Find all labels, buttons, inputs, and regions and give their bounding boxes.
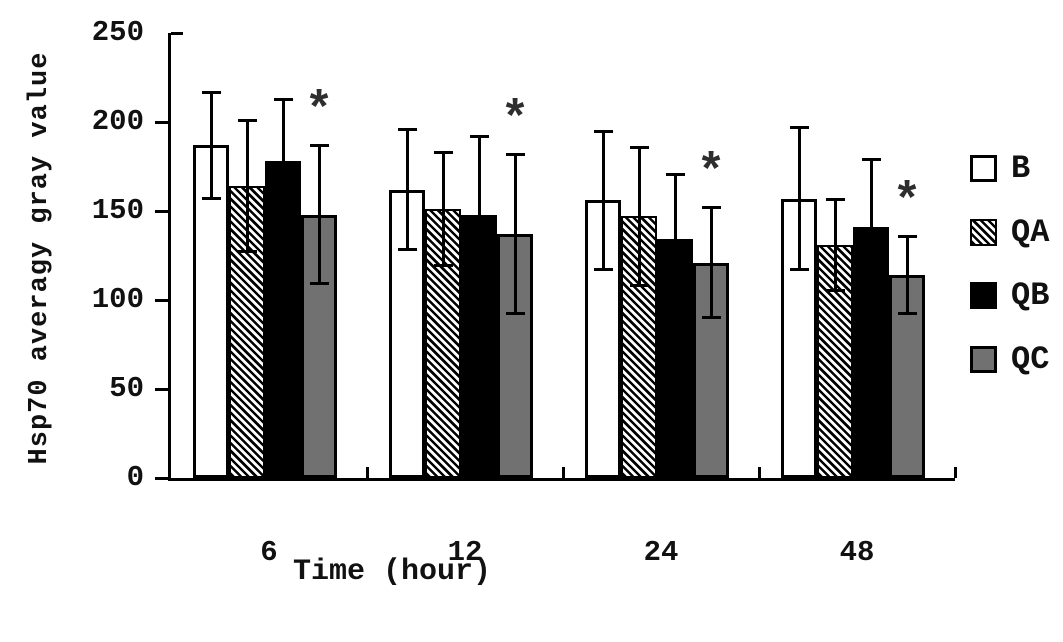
significance-asterisk-12h: * [500,94,530,149]
error-bar-QA-6h [245,120,249,252]
error-cap-bottom-QB-24h [665,303,685,307]
legend-item-QA: QA [970,213,1050,251]
error-cap-top-QA-24h [629,145,649,149]
y-tick-150 [155,209,168,213]
x-tick-48 [953,467,957,478]
error-cap-top-B-24h [593,129,613,133]
legend-swatch-B [970,155,997,182]
legend-label-QB: QB [1011,277,1050,314]
bar-QC-48h [889,275,925,478]
error-bar-QC-48h [905,235,909,315]
error-cap-top-QC-6h [309,144,329,148]
legend-swatch-QA [970,218,997,246]
legend-swatch-QB [970,282,997,309]
error-cap-top-B-6h [201,90,221,94]
error-cap-bottom-B-12h [397,248,417,252]
error-cap-top-QC-48h [897,234,917,238]
y-tick-50 [155,387,168,391]
y-tick-label-200: 200 [91,105,144,138]
y-tick-label-0: 0 [126,461,144,494]
legend-label-QA: QA [1011,213,1050,251]
x-tick-label-24: 24 [643,536,679,569]
y-tick-0 [155,476,168,480]
error-cap-bottom-QA-24h [629,283,649,287]
y-tick-label-50: 50 [109,372,144,405]
error-bar-B-6h [209,91,213,199]
error-cap-bottom-B-24h [593,267,613,271]
error-cap-top-QB-24h [665,172,685,176]
y-tick-label-250: 250 [91,16,144,49]
error-cap-bottom-B-6h [201,196,221,200]
x-tick-6 [365,467,369,478]
error-cap-top-QB-6h [273,97,293,101]
error-bar-B-24h [601,130,605,270]
error-cap-bottom-QB-48h [861,292,881,296]
error-bar-QC-24h [709,207,713,318]
y-tick-100 [155,298,168,302]
error-cap-bottom-QA-12h [433,264,453,268]
error-cap-bottom-QB-6h [273,221,293,225]
y-tick-200 [155,120,168,124]
legend-label-B: B [1011,150,1031,187]
error-bar-B-48h [797,127,801,270]
y-axis-title: Hsp70 averagy gray value [25,51,55,465]
legend-swatch-QC [970,345,997,373]
error-cap-top-QB-12h [469,135,489,139]
legend-label-QC: QC [1011,340,1050,378]
error-bar-QB-6h [281,98,285,224]
error-bar-QA-12h [441,152,445,267]
error-bar-QB-24h [673,173,677,306]
significance-asterisk-48h: * [892,175,922,230]
error-cap-bottom-B-48h [789,267,809,271]
error-cap-top-B-12h [397,128,417,132]
significance-asterisk-24h: * [696,147,726,202]
bar-B-24h [585,200,621,478]
error-bar-B-12h [405,129,409,251]
error-cap-top-QA-12h [433,151,453,155]
error-cap-top-QC-24h [701,206,721,210]
error-cap-bottom-QA-6h [237,249,257,253]
error-cap-bottom-QC-48h [897,312,917,316]
error-cap-top-QC-12h [505,153,525,157]
x-tick-24 [757,467,761,478]
error-cap-top-B-48h [789,126,809,130]
bar-B-6h [193,145,229,478]
error-cap-bottom-QB-12h [469,290,489,294]
error-bar-QB-12h [477,136,481,293]
x-tick-12 [561,467,565,478]
error-cap-bottom-QC-24h [701,315,721,319]
error-bar-QA-48h [833,198,837,292]
legend-item-QC: QC [970,340,1050,378]
bar-B-48h [781,198,817,478]
error-cap-bottom-QC-12h [505,312,525,316]
error-cap-bottom-QA-48h [825,289,845,293]
error-cap-bottom-QC-6h [309,281,329,285]
error-bar-QB-48h [869,159,873,295]
error-cap-top-QB-48h [861,158,881,162]
x-tick-label-48: 48 [839,536,875,569]
y-tick-250 [171,32,183,35]
y-tick-label-150: 150 [91,194,144,227]
error-bar-QC-6h [317,145,321,284]
error-cap-top-QA-6h [237,119,257,123]
error-cap-top-QA-48h [825,197,845,201]
legend-item-QB: QB [970,277,1050,314]
significance-asterisk-6h: * [304,85,334,140]
bar-QB-12h [461,214,497,478]
error-bar-QC-12h [513,154,517,315]
error-bar-QA-24h [637,146,641,286]
x-tick-label-6: 6 [260,536,278,569]
x-axis-title: Time (hour) [292,555,492,589]
plot-area: 0 50 100 150 200 250 6 12 24 48 * * * * [92,16,957,569]
y-tick-label-100: 100 [91,283,144,316]
legend-item-B: B [970,150,1031,187]
x-tick-label-12: 12 [447,536,483,569]
